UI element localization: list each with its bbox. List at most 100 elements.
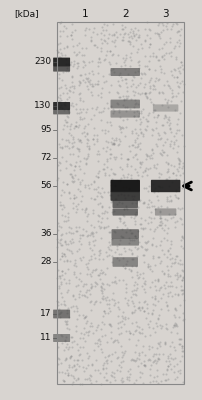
Point [155,224,159,230]
Point [181,245,184,252]
Point [145,172,148,178]
Point [108,304,111,311]
Point [103,308,106,314]
Point [139,140,142,146]
Point [66,106,69,112]
Point [152,358,156,365]
Point [82,292,85,298]
Point [84,71,87,78]
Point [150,75,153,82]
Point [171,356,175,362]
Point [162,115,166,121]
Point [81,334,85,341]
Point [105,338,108,345]
Point [135,246,139,253]
Point [73,195,76,202]
Point [61,252,64,259]
Point [143,38,147,44]
Point [179,335,182,342]
Point [134,136,137,143]
Point [136,58,139,65]
Point [127,246,131,252]
Point [96,136,99,142]
Point [165,168,169,175]
Point [130,309,134,315]
Point [93,299,97,306]
Point [112,110,115,116]
Point [67,94,70,100]
Point [133,126,137,132]
Point [91,58,94,64]
Point [122,37,125,43]
Point [169,125,172,131]
Point [106,105,110,111]
Point [169,329,172,336]
Point [144,240,147,246]
Point [150,362,153,368]
Point [127,38,130,44]
Point [143,90,146,96]
Point [134,220,137,227]
Point [88,232,91,238]
Point [63,239,66,245]
Point [171,170,175,176]
Point [179,282,182,289]
Point [69,353,73,359]
Point [125,84,129,90]
Point [182,143,185,150]
Point [170,23,173,30]
Point [116,354,119,360]
Point [179,40,182,46]
Point [143,280,146,286]
Point [108,48,112,54]
Point [115,280,118,286]
Point [60,268,64,274]
Point [134,262,137,269]
Point [153,277,156,283]
Point [182,274,185,280]
Point [80,193,83,199]
Point [162,148,166,155]
Point [76,136,79,142]
Point [165,176,168,182]
Point [129,213,133,220]
Point [132,309,136,316]
Point [143,298,146,304]
Point [165,371,168,377]
Point [65,43,68,50]
Point [142,308,145,315]
Point [138,374,141,381]
Point [109,372,113,378]
Point [144,116,148,122]
Point [84,206,88,212]
Point [96,272,100,279]
Point [166,116,169,122]
Point [129,172,133,178]
Point [98,55,101,61]
Point [171,170,175,176]
Point [111,141,114,148]
Point [92,195,96,202]
Point [117,107,120,113]
Point [132,303,135,309]
Point [179,260,182,267]
Point [100,280,103,286]
Point [154,243,157,250]
Point [160,306,163,312]
Point [127,374,130,380]
Point [66,33,69,39]
Point [169,138,173,144]
Point [174,354,177,361]
Point [157,277,160,284]
Point [132,331,135,338]
Point [146,118,150,124]
Point [75,51,79,58]
Point [128,237,131,243]
Point [166,166,169,172]
Point [117,276,120,283]
Point [166,198,169,204]
Point [56,344,60,350]
Point [105,252,109,259]
Point [165,196,168,202]
Point [81,364,84,370]
